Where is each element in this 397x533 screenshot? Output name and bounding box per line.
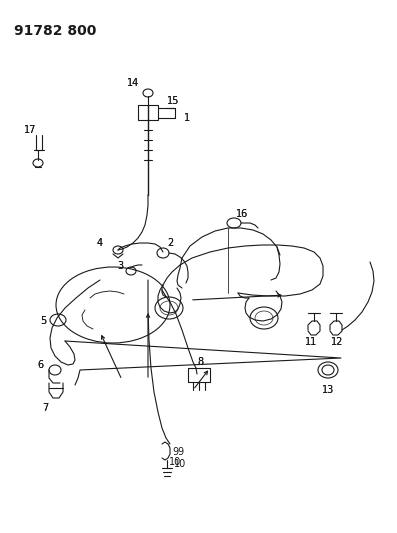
Text: 10: 10 (174, 459, 186, 469)
Text: 5: 5 (40, 316, 46, 326)
Text: 17: 17 (24, 125, 36, 135)
Text: 2: 2 (167, 238, 173, 248)
Text: 6: 6 (37, 360, 43, 370)
Text: 5: 5 (40, 316, 46, 326)
Text: 13: 13 (322, 385, 334, 395)
Text: 16: 16 (236, 209, 248, 219)
Text: 2: 2 (167, 238, 173, 248)
Text: 3: 3 (117, 261, 123, 271)
Text: 15: 15 (167, 96, 179, 106)
Text: 14: 14 (127, 78, 139, 88)
Text: 8: 8 (197, 357, 203, 367)
Text: 12: 12 (331, 337, 343, 347)
Text: 7: 7 (42, 403, 48, 413)
Text: 17: 17 (24, 125, 36, 135)
Text: 10: 10 (169, 457, 181, 467)
Text: 14: 14 (127, 78, 139, 88)
Text: 12: 12 (331, 337, 343, 347)
Text: 1: 1 (184, 113, 190, 123)
Text: 9: 9 (177, 447, 183, 457)
Text: 6: 6 (37, 360, 43, 370)
Text: 11: 11 (305, 337, 317, 347)
Text: 11: 11 (305, 337, 317, 347)
Text: 13: 13 (322, 385, 334, 395)
Text: 7: 7 (42, 403, 48, 413)
Text: 15: 15 (167, 96, 179, 106)
Text: 1: 1 (184, 113, 190, 123)
Bar (138, 105, 158, 120)
Text: 3: 3 (117, 261, 123, 271)
Text: 4: 4 (97, 238, 103, 248)
Text: 16: 16 (236, 209, 248, 219)
Text: 8: 8 (197, 357, 203, 367)
Text: 91782 800: 91782 800 (14, 24, 96, 38)
Text: 9: 9 (172, 447, 178, 457)
Text: 4: 4 (97, 238, 103, 248)
